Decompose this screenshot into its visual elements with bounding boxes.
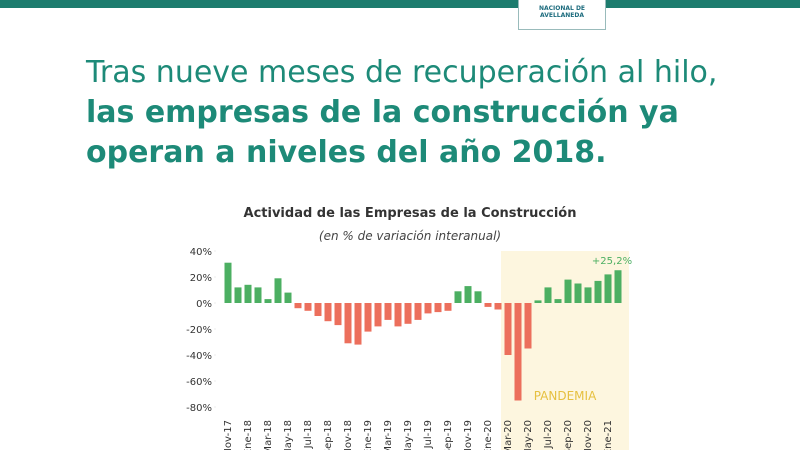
bar bbox=[364, 303, 372, 332]
bar bbox=[444, 303, 452, 311]
y-tick-label: 20% bbox=[190, 273, 212, 284]
bar bbox=[504, 303, 512, 355]
bar bbox=[294, 303, 302, 309]
bar bbox=[374, 303, 382, 327]
bar bbox=[224, 262, 232, 303]
bar bbox=[274, 278, 282, 303]
y-tick-label: 0% bbox=[196, 299, 212, 310]
y-tick-label: -40% bbox=[186, 351, 212, 362]
x-tick-label: Sep-18 bbox=[323, 420, 334, 450]
highlight-label: PANDEMIA bbox=[534, 389, 597, 403]
x-tick-label: Nov-19 bbox=[463, 420, 474, 450]
bar bbox=[574, 283, 582, 303]
bar bbox=[484, 303, 492, 307]
chart-title: Actividad de las Empresas de la Construc… bbox=[244, 206, 577, 221]
x-tick-label: Mar-19 bbox=[383, 420, 394, 450]
y-tick-label: -60% bbox=[186, 377, 212, 388]
bar bbox=[314, 303, 322, 316]
y-tick-label: -20% bbox=[186, 325, 212, 336]
bar bbox=[284, 292, 292, 303]
bar bbox=[604, 274, 612, 303]
headline-bold: las empresas de la construcción ya opera… bbox=[86, 95, 679, 170]
x-tick-label: May-19 bbox=[403, 420, 414, 450]
bar bbox=[394, 303, 402, 327]
bar bbox=[464, 286, 472, 303]
bar bbox=[474, 291, 482, 303]
bar bbox=[354, 303, 362, 345]
logo-line: AVELLANEDA bbox=[539, 12, 584, 19]
y-tick-label: -80% bbox=[186, 403, 212, 414]
x-tick-label: Sep-20 bbox=[563, 420, 574, 450]
bar bbox=[584, 287, 592, 303]
bar bbox=[254, 287, 262, 303]
x-tick-label: Jul-18 bbox=[303, 420, 314, 449]
bar bbox=[324, 303, 332, 322]
x-tick-label: Jul-19 bbox=[423, 420, 434, 449]
bar bbox=[264, 299, 272, 303]
bar bbox=[384, 303, 392, 320]
bar bbox=[564, 279, 572, 303]
chart-subtitle: (en % de variación interanual) bbox=[319, 229, 501, 243]
bar bbox=[344, 303, 352, 344]
x-tick-label: Nov-18 bbox=[343, 420, 354, 450]
x-tick-label: Jul-20 bbox=[543, 420, 554, 449]
x-tick-label: Mar-18 bbox=[263, 420, 274, 450]
x-tick-label: May-18 bbox=[283, 420, 294, 450]
x-tick-label: Ene-20 bbox=[483, 420, 494, 450]
bar bbox=[594, 280, 602, 303]
bar bbox=[454, 291, 462, 303]
headline: Tras nueve meses de recuperación al hilo… bbox=[86, 53, 726, 173]
x-tick-label: May-20 bbox=[523, 420, 534, 450]
bar bbox=[244, 284, 252, 303]
bar bbox=[234, 287, 242, 303]
bar bbox=[404, 303, 412, 324]
x-tick-label: Mar-20 bbox=[503, 420, 514, 450]
bar bbox=[534, 300, 542, 303]
headline-normal: Tras nueve meses de recuperación al hilo… bbox=[86, 55, 718, 90]
x-tick-label: Nov-17 bbox=[223, 420, 234, 450]
bar bbox=[554, 299, 562, 303]
bar bbox=[424, 303, 432, 314]
logo-line: NACIONAL DE bbox=[538, 5, 586, 12]
x-tick-label: Ene-19 bbox=[363, 420, 374, 450]
bar bbox=[434, 303, 442, 313]
bar bbox=[544, 287, 552, 303]
top-bar bbox=[0, 0, 800, 8]
bar bbox=[304, 303, 312, 311]
x-tick-label: Sep-19 bbox=[443, 420, 454, 450]
x-tick-label: Nov-20 bbox=[583, 420, 594, 450]
annotation: +25,2% bbox=[592, 256, 632, 267]
bar bbox=[614, 270, 622, 303]
bar bbox=[514, 303, 522, 401]
bar bbox=[524, 303, 532, 349]
bar bbox=[334, 303, 342, 326]
x-tick-label: Ene-18 bbox=[243, 420, 254, 450]
x-tick-label: Ene-21 bbox=[603, 420, 614, 450]
y-tick-label: 40% bbox=[190, 247, 212, 258]
bar bbox=[414, 303, 422, 320]
logo: NACIONAL DE AVELLANEDA bbox=[518, 0, 606, 30]
bar bbox=[494, 303, 502, 310]
